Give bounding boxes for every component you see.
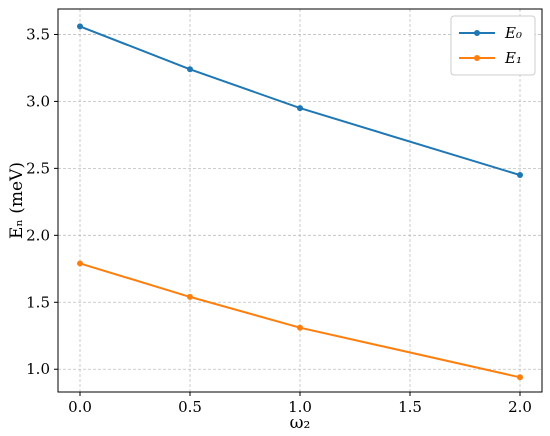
axis-ticks: 0.0 0.5 1.0 1.5 2.0 1.0 1.5 2.0 2.5 3.0 3.5 <box>26 25 532 416</box>
x-tick-label: 2.0 <box>508 398 532 416</box>
series-1-point <box>297 324 303 331</box>
series-0-point <box>517 172 523 179</box>
y-tick-label: 3.0 <box>26 92 50 110</box>
y-axis-label: Eₙ (meV) <box>7 162 27 239</box>
legend: E₀ E₁ <box>450 15 536 76</box>
y-tick-label: 2.0 <box>26 226 50 244</box>
legend-label-e1: E₁ <box>504 49 522 67</box>
y-tick-label: 3.5 <box>26 25 50 43</box>
series-line-1 <box>79 262 521 379</box>
y-tick-label: 1.5 <box>26 293 50 311</box>
series-1-point <box>517 374 523 381</box>
legend-marker-e1 <box>474 55 480 61</box>
series-0-point <box>77 23 83 30</box>
series-1-point <box>187 293 193 300</box>
x-tick-label: 0.5 <box>178 398 202 416</box>
x-tick-label: 1.5 <box>398 398 422 416</box>
series-0-point <box>187 66 193 73</box>
series-0-point <box>297 105 303 112</box>
legend-label-e0: E₀ <box>504 24 522 42</box>
series-1-point <box>77 260 83 267</box>
series-layer <box>77 23 523 381</box>
legend-marker-e0 <box>474 30 480 36</box>
x-tick-label: 0.0 <box>68 398 92 416</box>
legend-box <box>450 15 536 76</box>
x-tick-label: 1.0 <box>288 398 312 416</box>
y-tick-label: 1.0 <box>26 360 50 378</box>
grid-lines <box>58 9 542 392</box>
x-axis-label: ω₂ <box>290 413 311 433</box>
y-tick-label: 2.5 <box>26 159 50 177</box>
series-line-0 <box>79 25 521 177</box>
